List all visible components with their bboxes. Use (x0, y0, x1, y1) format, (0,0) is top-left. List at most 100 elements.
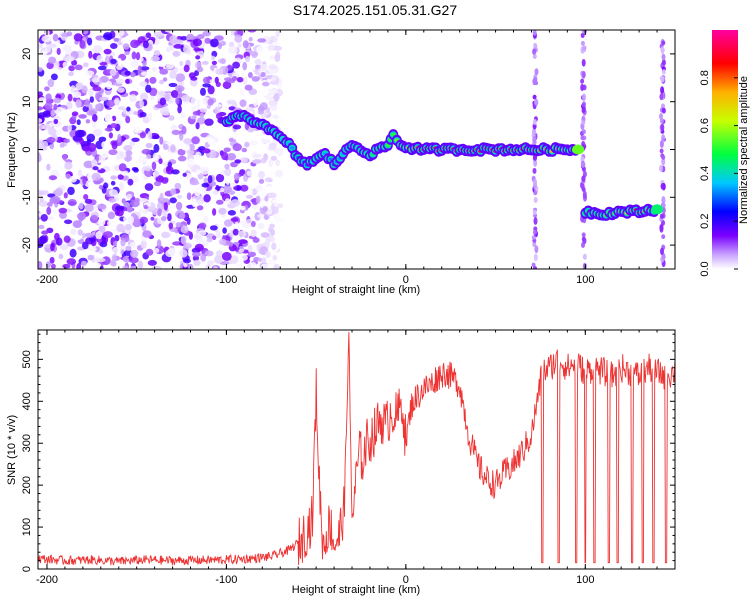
noise-speck (153, 143, 160, 153)
noise-speck (179, 132, 184, 141)
noise-speck (65, 55, 75, 62)
noise-speck (83, 194, 89, 200)
noise-speck (255, 64, 261, 70)
noise-speck (178, 212, 186, 220)
noise-speck (200, 87, 206, 96)
streak-speck (661, 154, 666, 160)
noise-speck (115, 30, 125, 37)
noise-speck (264, 177, 273, 182)
noise-speck (48, 175, 58, 181)
noise-speck (149, 95, 155, 101)
noise-speck (238, 230, 247, 238)
noise-speck (268, 159, 274, 168)
noise-speck (154, 181, 161, 187)
noise-speck (183, 64, 190, 73)
noise-speck (182, 172, 187, 177)
noise-speck (163, 202, 168, 211)
noise-speck (268, 192, 277, 199)
noise-speck (145, 142, 153, 149)
noise-speck (140, 240, 147, 249)
noise-speck (152, 170, 160, 177)
noise-speck (53, 97, 61, 104)
noise-speck (175, 73, 186, 82)
y-tick-label: 500 (21, 350, 33, 368)
noise-speck (129, 140, 136, 146)
streak-speck (533, 197, 538, 203)
x-tick-label: 0 (403, 274, 409, 286)
noise-speck (179, 249, 188, 258)
noise-speck (40, 214, 48, 222)
noise-speck (156, 239, 162, 249)
noise-speck (152, 152, 159, 161)
noise-speck (144, 183, 154, 191)
noise-speck (38, 153, 42, 162)
noise-speck (224, 163, 230, 170)
noise-speck (64, 161, 73, 170)
noise-speck (98, 136, 107, 142)
noise-speck (244, 84, 253, 91)
noise-speck (78, 114, 87, 119)
noise-speck (272, 114, 280, 120)
noise-speck (99, 241, 108, 248)
noise-speck (84, 203, 94, 212)
noise-speck (162, 143, 169, 150)
noise-speck (77, 169, 83, 177)
noise-speck (161, 263, 168, 269)
noise-speck (271, 199, 280, 204)
noise-speck (195, 210, 206, 217)
noise-speck (247, 251, 256, 257)
noise-speck (174, 182, 182, 190)
colorbar-tick-label: 0.4 (699, 166, 711, 181)
noise-speck (153, 98, 158, 106)
noise-speck (153, 248, 160, 253)
noise-speck (103, 182, 109, 189)
streak-speck (661, 234, 666, 240)
streak-speck (582, 45, 587, 50)
noise-speck (210, 38, 219, 48)
noise-speck (78, 202, 84, 210)
noise-speck (190, 76, 198, 81)
noise-speck (250, 220, 256, 228)
noise-speck (220, 58, 227, 65)
streak-speck (580, 161, 585, 168)
noise-speck (124, 51, 130, 56)
noise-speck (171, 169, 180, 175)
noise-speck (180, 36, 188, 41)
noise-speck (208, 149, 217, 159)
noise-speck (251, 51, 258, 59)
streak-speck (532, 209, 537, 215)
noise-speck (85, 232, 94, 238)
noise-speck (161, 177, 169, 184)
noise-speck (70, 228, 77, 235)
noise-speck (125, 245, 132, 252)
streak-speck (581, 30, 586, 34)
colorbar-tick-label: 0.2 (699, 214, 711, 229)
noise-speck (111, 115, 117, 122)
noise-speck (139, 81, 148, 87)
noise-speck (256, 46, 266, 54)
noise-speck (175, 96, 180, 105)
noise-speck (161, 216, 167, 222)
noise-speck (236, 262, 242, 269)
noise-speck (41, 230, 49, 235)
noise-speck (220, 187, 225, 193)
noise-speck (46, 216, 55, 221)
heatmap-y-axis-label: Frequency (Hz) (6, 112, 18, 188)
streak-speck (660, 183, 665, 190)
noise-speck (52, 209, 58, 215)
streak-speck (532, 241, 537, 248)
noise-speck (251, 204, 259, 210)
noise-speck (115, 155, 122, 160)
noise-speck (226, 30, 232, 36)
noise-speck (247, 30, 257, 33)
noise-speck (147, 130, 153, 140)
noise-speck (245, 194, 254, 199)
noise-speck (222, 227, 227, 234)
noise-speck (108, 132, 113, 139)
noise-speck (257, 222, 265, 230)
colorbar: 0.0 0.2 0.4 0.6 0.8 Normalized spectral ampl… (699, 30, 750, 277)
streak-speck (661, 40, 666, 46)
noise-speck (141, 148, 152, 155)
noise-speck (113, 37, 120, 42)
